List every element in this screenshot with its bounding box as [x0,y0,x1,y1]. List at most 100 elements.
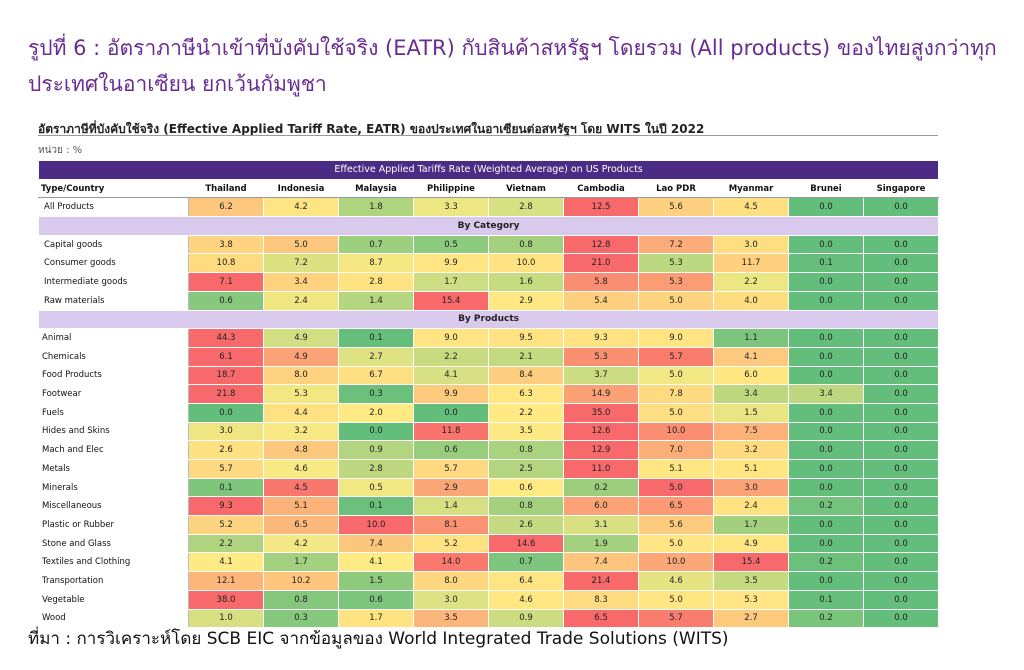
heat-cell: 0.6 [338,589,414,610]
heat-cell: 0.0 [788,328,864,348]
heat-cell: 35.0 [563,402,639,423]
heat-cell: 1.1 [713,328,789,348]
section-row: By Products [37,309,940,330]
heat-cell: 1.5 [713,402,789,423]
heat-cell: 1.4 [413,496,489,517]
heat-cell: 9.3 [563,328,639,348]
heatmap-body: All Products 6.2 4.2 1.8 3.3 2.8 12.5 5.6 4.5 0.0… [37,197,940,629]
heat-cell: 2.8 [488,197,564,218]
heat-cell: 0.1 [188,477,264,498]
heat-cell: 3.0 [713,477,789,498]
heatmap-title: Effective Applied Tariffs Rate (Weighted… [37,160,940,180]
column-header: Thailand [188,178,264,199]
table-row: Miscellaneous 9.3 5.1 0.1 1.4 0.8 6.0 6.5 2.4 0.2… [38,496,940,517]
heat-cell: 5.7 [638,608,714,629]
table-caption: อัตราภาษีที่บังคับใช้จริง (Effective App… [38,122,705,136]
heat-cell: 9.5 [488,328,564,348]
heat-cell: 2.6 [488,515,564,535]
heat-cell: 0.0 [862,197,940,218]
row-label: Animal [38,328,189,348]
heat-cell: 4.1 [188,552,264,573]
heat-cell: 2.7 [713,608,789,629]
heat-cell: 0.5 [413,234,489,255]
row-label: Food Products [38,365,189,386]
heat-cell: 3.0 [413,589,489,610]
heat-cell: 3.2 [713,440,789,460]
heat-cell: 1.6 [488,272,564,292]
heat-cell: 0.0 [862,571,940,591]
heat-cell: 6.7 [338,365,414,386]
table-row: Minerals 0.1 4.5 0.5 2.9 0.6 0.2 5.0 3.0 0.0 0.0 [38,477,940,498]
heat-cell: 1.7 [413,272,489,292]
heat-cell: 0.6 [188,290,264,311]
heat-cell: 0.0 [413,402,489,423]
heat-cell: 10.8 [188,253,264,274]
row-label: Hides and Skins [38,421,189,442]
heat-cell: 0.0 [862,234,940,255]
heat-cell: 0.0 [862,290,940,311]
unit-label: หน่วย : % [38,145,83,156]
heat-cell: 2.1 [488,346,564,367]
table-row: Textiles and Clothing 4.1 1.7 4.1 14.0 0.7 7.4… [38,552,940,573]
heat-cell: 4.1 [713,346,789,367]
heat-cell: 7.5 [713,421,789,442]
heat-cell: 0.2 [788,552,864,573]
heat-cell: 44.3 [188,328,264,348]
table-row: Plastic or Rubber 5.2 6.5 10.0 8.1 2.6 3.1 5.6 1… [38,515,940,535]
table-row: All Products 6.2 4.2 1.8 3.3 2.8 12.5 5.6 4.5 0.0… [38,197,940,218]
heat-cell: 5.1 [638,459,714,479]
heat-cell: 0.0 [788,515,864,535]
column-header: Brunei [788,178,864,199]
heat-cell: 0.7 [488,552,564,573]
heatmap-title-row: Effective Applied Tariffs Rate (Weighted… [37,160,940,180]
row-label: Footwear [38,384,189,404]
heat-cell: 3.5 [413,608,489,629]
heat-cell: 0.2 [563,477,639,498]
heat-cell: 0.0 [862,402,940,423]
source-note: ที่มา : การวิเคราะห์โดย SCB EIC จากข้อมู… [28,629,729,649]
heat-cell: 2.9 [413,477,489,498]
heat-cell: 0.0 [188,402,264,423]
heat-cell: 0.8 [488,234,564,255]
heat-cell: 9.9 [413,384,489,404]
row-label: Raw materials [38,290,189,311]
heat-cell: 8.1 [413,515,489,535]
heat-cell: 4.6 [263,459,339,479]
table-row: Fuels 0.0 4.4 2.0 0.0 2.2 35.0 5.0 1.5 0.0 0.0 [38,402,940,423]
heat-cell: 0.0 [788,272,864,292]
heat-cell: 0.3 [338,384,414,404]
heat-cell: 21.0 [563,253,639,274]
heat-cell: 0.0 [862,365,940,386]
column-header: Cambodia [563,178,639,199]
heat-cell: 10.2 [263,571,339,591]
heat-cell: 2.2 [713,272,789,292]
heat-cell: 6.5 [263,515,339,535]
row-label: Fuels [38,402,189,423]
heat-cell: 6.3 [488,384,564,404]
heat-cell: 5.2 [188,515,264,535]
row-label: Mach and Elec [38,440,189,460]
heat-cell: 7.1 [188,272,264,292]
heat-cell: 6.0 [713,365,789,386]
heat-cell: 3.5 [488,421,564,442]
heat-cell: 5.4 [563,290,639,311]
row-label: Stone and Glass [38,533,189,554]
table-row: Footwear 21.8 5.3 0.3 9.9 6.3 14.9 7.8 3.4 3.4 0.0 [38,384,940,404]
heat-cell: 3.2 [263,421,339,442]
row-label: Textiles and Clothing [38,552,189,573]
heat-cell: 4.1 [413,365,489,386]
heat-cell: 8.0 [263,365,339,386]
row-label: Miscellaneous [38,496,189,517]
heat-cell: 5.3 [263,384,339,404]
heat-cell: 4.9 [263,328,339,348]
heat-cell: 0.0 [862,384,940,404]
heat-cell: 0.0 [788,402,864,423]
heat-cell: 0.0 [862,253,940,274]
heat-cell: 5.2 [413,533,489,554]
heat-cell: 0.0 [788,290,864,311]
heat-cell: 3.0 [188,421,264,442]
heat-cell: 5.1 [713,459,789,479]
row-label: Capital goods [38,234,189,255]
heat-cell: 5.3 [638,272,714,292]
table-row: Consumer goods 10.8 7.2 8.7 9.9 10.0 21.0 5.3 11… [38,253,940,274]
